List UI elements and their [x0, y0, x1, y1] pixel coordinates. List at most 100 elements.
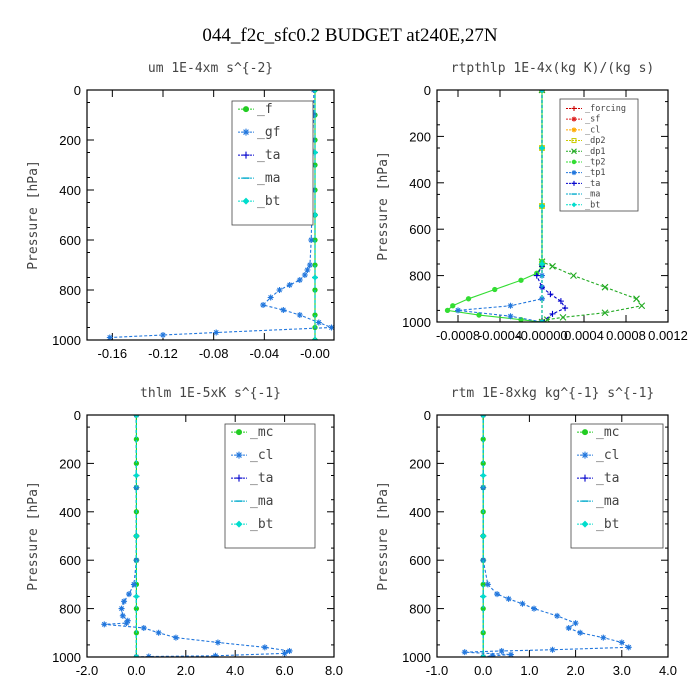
data-marker [306, 262, 313, 268]
data-marker [125, 591, 132, 598]
series-group [461, 415, 632, 657]
legend-label: _tp2 [585, 158, 605, 168]
legend-label: _sf [585, 115, 600, 125]
data-marker [106, 334, 113, 340]
data-marker [505, 595, 512, 602]
data-marker [539, 319, 545, 322]
data-marker [581, 520, 589, 528]
data-marker [562, 305, 569, 312]
x-tick-label: -0.04 [250, 346, 280, 361]
data-marker [286, 282, 293, 288]
data-marker [571, 105, 577, 111]
y-tick-label: 600 [59, 233, 81, 248]
legend-label: _dp2 [585, 136, 605, 146]
x-tick-label: -0.00 [300, 346, 330, 361]
legend-label: _cl [585, 125, 600, 135]
data-marker [312, 274, 318, 281]
data-marker [444, 307, 451, 314]
figure-title: 044_f2c_sfc0.2 BUDGET at240E,27N [202, 25, 497, 46]
data-marker [242, 197, 250, 205]
data-marker [571, 159, 577, 165]
legend-label: _ma [585, 190, 600, 200]
data-marker [557, 298, 564, 305]
y-tick-label: 1000 [402, 315, 431, 330]
data-marker [480, 593, 487, 600]
data-marker [242, 128, 250, 136]
x-tick-label: -0.00000 [516, 328, 567, 343]
panel-title: um 1E-4xm s^{-2} [148, 61, 273, 76]
y-tick-label: 200 [409, 456, 431, 471]
panel-title: rtpthlp 1E-4x(kg K)/(kg s) [451, 61, 655, 76]
data-marker [312, 149, 318, 156]
x-tick-label: -1.0 [426, 663, 448, 678]
x-tick-label: 8.0 [325, 663, 343, 678]
data-marker [484, 581, 491, 588]
data-marker [600, 634, 607, 641]
y-tick-label: 600 [409, 553, 431, 568]
legend-label: _mc [250, 425, 273, 440]
x-tick-label: 0.0004 [564, 328, 604, 343]
data-marker [531, 605, 538, 612]
y-tick-label: 400 [59, 505, 81, 520]
legend-label: _cl [250, 448, 273, 463]
data-marker [465, 296, 472, 302]
data-marker [124, 617, 131, 624]
data-marker [549, 646, 556, 653]
data-marker [581, 451, 589, 459]
data-marker [267, 294, 274, 301]
data-marker [235, 429, 243, 436]
x-tick-label: -2.0 [76, 663, 98, 678]
legend-label: _ma [250, 494, 273, 509]
y-tick-label: 400 [59, 183, 81, 198]
data-marker [489, 652, 496, 657]
data-marker [308, 237, 315, 243]
chart-panel-4: rtm 1E-8xkg kg^{-1} s^{-1} Pressure [hPa]… [376, 386, 677, 678]
x-tick-label: -0.0008 [436, 328, 480, 343]
x-tick-label: 1.0 [520, 663, 538, 678]
data-marker [118, 605, 125, 612]
data-marker [312, 212, 318, 218]
data-marker [121, 598, 128, 605]
plot-frame [436, 89, 669, 323]
data-marker [276, 287, 283, 293]
data-marker [261, 644, 268, 651]
data-marker [301, 272, 308, 278]
legend-box [224, 423, 316, 549]
data-marker [296, 277, 303, 283]
data-marker [296, 312, 303, 318]
data-marker [581, 474, 589, 482]
data-marker [480, 415, 487, 418]
data-marker [571, 138, 577, 144]
y-tick-label: 1000 [52, 333, 81, 348]
data-marker [547, 291, 554, 298]
y-tick-label: 600 [59, 553, 81, 568]
series-line-dp1 [541, 90, 643, 322]
y-axis-label: Pressure [hPa] [376, 481, 391, 591]
data-marker [450, 303, 456, 309]
x-tick-label: 2.0 [567, 663, 585, 678]
legend-label: _bt [585, 200, 600, 210]
data-marker [581, 429, 589, 436]
data-marker [461, 649, 468, 656]
data-marker [101, 621, 108, 628]
series-group [444, 90, 646, 322]
data-marker [492, 286, 498, 293]
data-marker [260, 302, 267, 308]
data-marker [507, 302, 514, 309]
x-tick-label: 3.0 [613, 663, 631, 678]
y-tick-label: 0 [74, 408, 81, 423]
legend-label: _bt [257, 194, 280, 209]
y-tick-label: 200 [59, 133, 81, 148]
legend-label: _cl [596, 448, 619, 463]
data-marker [571, 170, 577, 176]
legend-label: _ta [596, 471, 619, 486]
data-marker [539, 261, 545, 267]
y-axis-label: Pressure [hPa] [26, 481, 41, 591]
y-tick-label: 400 [409, 176, 431, 191]
data-marker [507, 651, 514, 657]
x-tick-label: 6.0 [276, 663, 294, 678]
data-marker [571, 202, 577, 208]
legend-label: _dp1 [585, 147, 605, 157]
data-marker [571, 180, 577, 186]
data-marker [304, 267, 311, 273]
